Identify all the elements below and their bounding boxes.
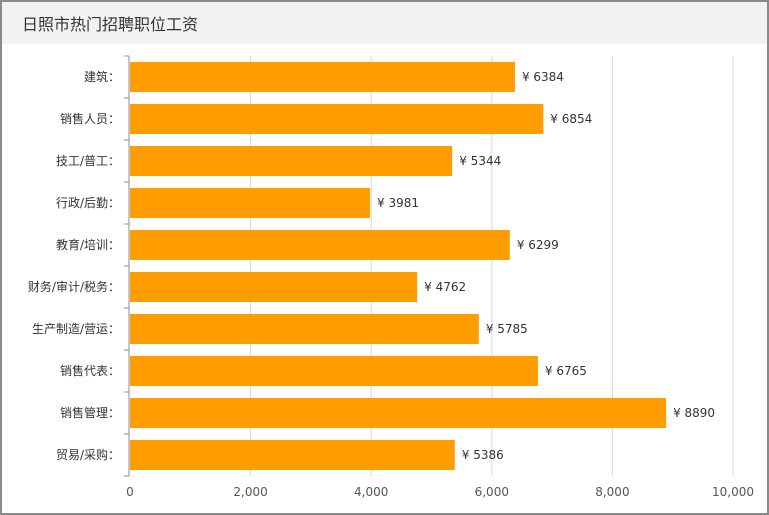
data-label: ¥ 6765 (545, 364, 587, 378)
x-tick-label: 6,000 (475, 485, 509, 499)
category-label: 贸易/采购： (56, 447, 120, 462)
bar (130, 146, 453, 176)
bar (130, 356, 538, 386)
data-label: ¥ 6299 (517, 238, 559, 252)
bar (130, 188, 371, 218)
x-tick-label: 2,000 (233, 485, 267, 499)
x-tick-label: 0 (126, 485, 134, 499)
x-tick-label: 10,000 (712, 485, 754, 499)
chart-title: 日照市热门招聘职位工资 (22, 15, 199, 34)
category-label: 行政/后勤： (56, 196, 120, 210)
data-label: ¥ 6384 (522, 70, 564, 84)
data-label: ¥ 3981 (377, 196, 419, 210)
x-tick-label: 8,000 (595, 485, 629, 499)
bar (130, 440, 455, 470)
category-label: 生产制造/营运： (32, 322, 120, 336)
x-tick-label: 4,000 (354, 485, 388, 499)
category-label: 建筑： (84, 69, 120, 84)
chart-header: 日照市热门招聘职位工资 (2, 2, 767, 44)
bar (130, 62, 515, 92)
data-label: ¥ 8890 (673, 406, 715, 420)
bar (130, 314, 479, 344)
bar (130, 230, 510, 260)
data-label: ¥ 4762 (424, 280, 466, 294)
data-label: ¥ 5344 (459, 154, 501, 168)
category-label: 销售人员： (60, 111, 120, 126)
bar (130, 398, 667, 428)
data-label: ¥ 6854 (550, 112, 592, 126)
category-label: 销售代表： (60, 363, 120, 378)
bar (130, 104, 544, 134)
category-label: 教育/培训： (56, 237, 120, 252)
category-label: 财务/审计/税务： (28, 279, 120, 294)
category-label: 销售管理： (60, 405, 120, 420)
bar (130, 272, 418, 302)
category-label: 技工/普工： (56, 154, 120, 168)
data-label: ¥ 5386 (462, 448, 504, 462)
data-label: ¥ 5785 (486, 322, 528, 336)
